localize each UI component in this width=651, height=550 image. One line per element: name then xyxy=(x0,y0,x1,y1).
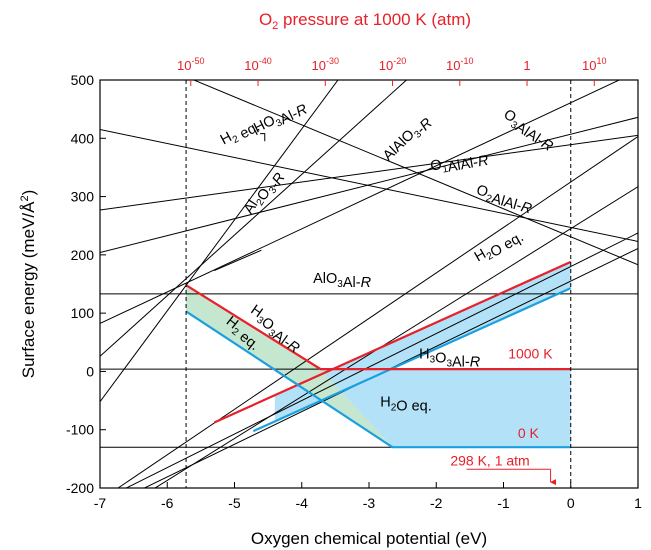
line-10 xyxy=(192,80,638,266)
annotation-7: H2O eq. xyxy=(472,226,527,269)
fills-layer xyxy=(186,261,571,448)
labels-layer: HO3Al-RH2 eq. AlAlO3-R O3AlAl-RO1AlAl-RO2A… xyxy=(218,101,558,486)
h2-eq-bracket xyxy=(260,133,266,142)
y-tick-label: 500 xyxy=(71,72,95,88)
line-6 xyxy=(100,80,621,324)
y-tick-label: 0 xyxy=(86,363,94,379)
lower-red-line xyxy=(185,284,571,371)
y-tick-label: -200 xyxy=(66,480,94,496)
y-axis-title: Surface energy (meV/Å2) xyxy=(19,190,38,379)
line-13 xyxy=(100,116,638,254)
annotation-12: 1000 K xyxy=(508,346,553,362)
y-tick-label: 400 xyxy=(71,130,95,146)
annotation-13: H2O eq. xyxy=(380,394,432,414)
y-tick-label: 100 xyxy=(71,305,95,321)
line-12 xyxy=(100,129,638,242)
top-tick-label: 1010 xyxy=(582,56,606,73)
lines-layer xyxy=(100,80,638,488)
x-axis-title: Oxygen chemical potential (eV) xyxy=(251,529,487,548)
top-tick-label: 1 xyxy=(523,58,530,73)
annotation-15: 298 K, 1 atm xyxy=(450,452,529,468)
top-tick-label: 10-40 xyxy=(244,56,271,73)
top-tick-label: 10-10 xyxy=(446,56,473,73)
axes-layer: -7 -6 -5 -4 -3 -2 -1 0 1 -200 -100 0 100 200 300 400 500… xyxy=(66,56,642,511)
x-tick-label: -1 xyxy=(497,495,510,511)
annotation-6: Al2O3-R xyxy=(241,165,289,221)
annotation-8: AlO3Al-R xyxy=(313,271,371,291)
top-tick-label: 10-30 xyxy=(312,56,339,73)
x-tick-label: -4 xyxy=(296,495,309,511)
upper-blue-line xyxy=(252,287,572,433)
annotation-1: H2 eq. xyxy=(218,115,263,152)
x-tick-label: 1 xyxy=(634,495,642,511)
line-16 xyxy=(154,186,638,488)
upper-red-line xyxy=(213,260,572,424)
top-tick-label: 10-20 xyxy=(379,56,406,73)
x-tick-label: 0 xyxy=(567,495,575,511)
x-tick-label: -5 xyxy=(228,495,241,511)
x-tick-label: -2 xyxy=(430,495,443,511)
lower-blue-region xyxy=(320,369,571,448)
y-tick-label: 300 xyxy=(71,189,95,205)
annotation-3: O3AlAl-R xyxy=(498,107,558,156)
annotation-4: O1AlAl-R xyxy=(429,149,490,179)
y-tick-label: 200 xyxy=(71,247,95,263)
x-tick-label: -7 xyxy=(94,495,107,511)
annotation-11: H3O3Al-R xyxy=(419,347,481,371)
line-8 xyxy=(100,80,339,403)
top-axis-title: O2 pressure at 1000 K (atm) xyxy=(259,10,471,32)
line-11 xyxy=(100,134,638,211)
x-tick-label: -3 xyxy=(363,495,376,511)
line-17 xyxy=(117,136,638,488)
y-tick-label: -100 xyxy=(66,422,94,438)
line-9 xyxy=(100,80,408,357)
top-tick-label: 10-50 xyxy=(177,56,204,73)
annotation-9: H3O3Al-R xyxy=(243,302,307,357)
h2-eq-upper-line xyxy=(214,249,262,272)
x-tick-label: -6 xyxy=(161,495,174,511)
annotation-5: O2AlAl-R xyxy=(473,182,535,217)
annotation-2: AlAlO3-R xyxy=(380,112,436,167)
lower-blue-line xyxy=(185,310,571,449)
line-14 xyxy=(125,232,638,488)
lower-green-region xyxy=(186,285,393,448)
annotation-14: 0 K xyxy=(518,425,540,441)
